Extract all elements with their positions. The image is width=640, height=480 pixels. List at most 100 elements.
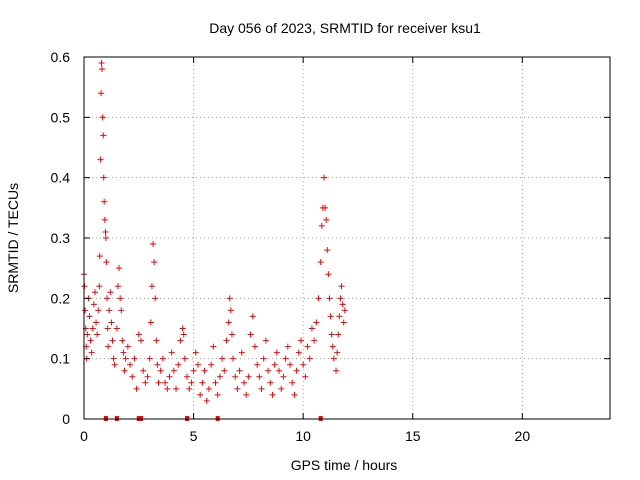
y-tick-label: 0.5 — [51, 109, 71, 125]
data-point — [210, 343, 217, 350]
data-point — [243, 391, 250, 398]
data-point — [256, 373, 263, 380]
data-point — [221, 367, 228, 374]
data-point — [98, 60, 105, 67]
data-point — [273, 349, 280, 356]
data-point — [94, 331, 101, 338]
data-point — [96, 283, 103, 290]
data-point — [108, 319, 115, 326]
data-point — [327, 313, 334, 320]
data-point — [278, 385, 285, 392]
data-point — [159, 355, 166, 362]
data-point — [216, 373, 223, 380]
data-point — [127, 361, 134, 368]
data-point — [175, 361, 182, 368]
data-point — [199, 379, 206, 386]
data-point — [110, 355, 117, 362]
data-point — [228, 331, 235, 338]
data-point — [338, 283, 345, 290]
data-point — [293, 367, 300, 374]
data-point — [227, 307, 234, 314]
data-point — [317, 259, 324, 266]
data-point — [219, 355, 226, 362]
data-point — [96, 253, 103, 260]
data-point — [234, 385, 241, 392]
data-point — [150, 241, 157, 248]
x-tick-label: 20 — [515, 428, 531, 444]
data-point — [146, 355, 153, 362]
data-point — [258, 385, 265, 392]
data-point — [190, 367, 197, 374]
x-tick-label: 0 — [80, 428, 88, 444]
data-point — [265, 367, 272, 374]
data-point — [98, 66, 105, 73]
data-point — [313, 319, 320, 326]
data-point — [121, 367, 128, 374]
data-point — [249, 313, 256, 320]
data-point — [97, 156, 104, 163]
data-point — [214, 391, 221, 398]
data-point — [284, 343, 291, 350]
data-point — [153, 337, 160, 344]
data-point — [101, 198, 108, 205]
data-point — [276, 367, 283, 374]
y-tick-label: 0.2 — [51, 290, 71, 306]
data-point — [201, 367, 208, 374]
data-point — [87, 337, 94, 344]
data-point — [318, 222, 325, 229]
data-point — [323, 216, 330, 223]
data-point — [254, 361, 261, 368]
data-point — [177, 337, 184, 344]
data-point — [295, 349, 302, 356]
data-point — [166, 373, 173, 380]
data-point — [104, 295, 111, 302]
data-point — [181, 355, 188, 362]
data-point — [336, 313, 343, 320]
data-point — [98, 90, 105, 97]
x-axis-label: GPS time / hours — [291, 457, 398, 473]
data-point — [168, 349, 175, 356]
data-point — [251, 343, 258, 350]
data-point — [188, 379, 195, 386]
data-point — [245, 373, 252, 380]
data-point — [280, 373, 287, 380]
data-point — [106, 307, 113, 314]
data-point — [173, 385, 180, 392]
data-point — [287, 361, 294, 368]
x-tick-label: 10 — [295, 428, 311, 444]
data-point — [302, 373, 309, 380]
data-point — [322, 204, 329, 211]
data-point — [212, 379, 219, 386]
data-point — [135, 331, 142, 338]
data-point — [133, 385, 140, 392]
data-point — [91, 289, 98, 296]
grid-lines — [84, 57, 610, 419]
data-point — [192, 349, 199, 356]
data-point — [186, 385, 193, 392]
data-point — [320, 174, 327, 181]
data-point — [89, 325, 96, 332]
data-point — [230, 355, 237, 362]
data-point — [152, 295, 159, 302]
x-tick-labels: 0 5 10 15 20 — [80, 428, 530, 444]
y-tick-label: 0.1 — [51, 351, 71, 367]
axis-ticks — [83, 56, 610, 420]
x-tick-label: 15 — [405, 428, 421, 444]
data-point — [308, 325, 315, 332]
data-point — [291, 391, 298, 398]
y-tick-label: 0.3 — [51, 230, 71, 246]
data-point — [329, 343, 336, 350]
data-point — [119, 337, 126, 344]
data-point — [137, 337, 144, 344]
data-point — [148, 283, 155, 290]
data-point — [282, 355, 289, 362]
data-point — [164, 385, 171, 392]
data-point — [162, 379, 169, 386]
data-point — [335, 331, 342, 338]
data-point — [180, 331, 187, 338]
data-point — [111, 361, 118, 368]
data-point — [311, 337, 318, 344]
data-point — [304, 343, 311, 350]
plot-frame — [83, 56, 611, 420]
